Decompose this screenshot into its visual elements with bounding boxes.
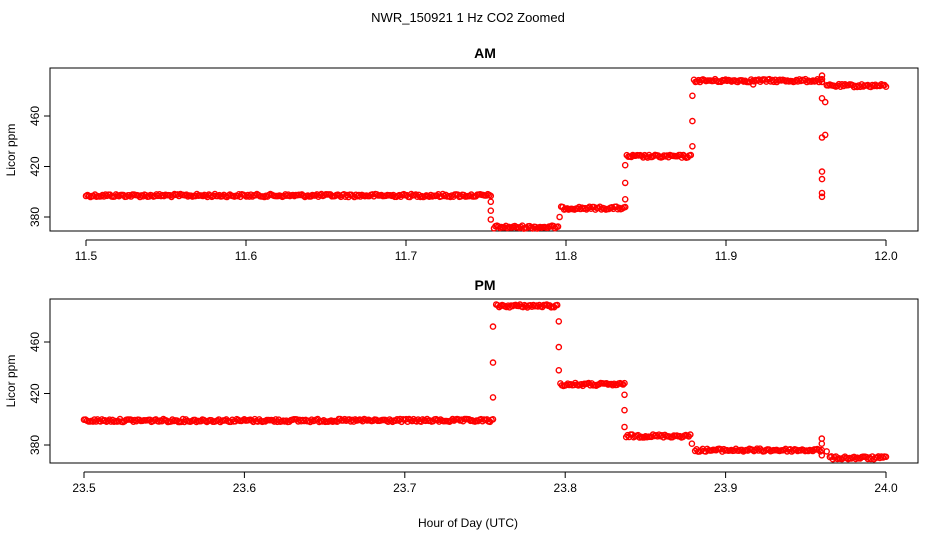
data-point (815, 446, 823, 454)
data-point (881, 81, 888, 89)
data-point (534, 303, 542, 310)
pm-x-tick-label: 24.0 (874, 481, 898, 495)
data-point (621, 203, 629, 211)
data-point (487, 192, 495, 200)
data-point (614, 205, 622, 213)
pm-x-tick-label: 23.8 (554, 481, 578, 495)
am-y-tick-label: 460 (28, 106, 42, 126)
data-point (489, 323, 497, 330)
data-point (687, 431, 694, 438)
data-point (621, 161, 629, 169)
data-point (749, 81, 757, 88)
am-panel: AM Licor ppm 11.5 11.6 11.7 11.8 11.9 12.0 380… (4, 45, 919, 263)
data-point (689, 92, 696, 100)
figure-title: NWR_150921 1 Hz CO2 Zoomed (371, 10, 565, 25)
data-point (449, 415, 456, 423)
data-point (489, 359, 497, 366)
pm-x-tick-label: 23.7 (393, 481, 417, 495)
data-point (556, 213, 563, 221)
am-x-tick-label: 11.8 (555, 249, 578, 263)
data-point (532, 223, 540, 231)
data-point (882, 83, 890, 90)
data-point (489, 394, 497, 401)
data-point (621, 391, 628, 399)
data-point (818, 440, 826, 448)
data-point (308, 416, 316, 424)
data-point (553, 301, 561, 309)
am-y-tick-label: 380 (28, 207, 42, 227)
am-data-points (82, 72, 890, 232)
am-x-tick-label: 11.5 (75, 249, 98, 263)
data-point (638, 152, 646, 160)
pm-y-tick-label: 460 (28, 332, 42, 352)
am-y-tick-label: 420 (28, 156, 42, 176)
data-point (487, 207, 495, 214)
data-point (621, 423, 628, 431)
am-x-tick-label: 11.9 (715, 249, 738, 263)
am-panel-title: AM (474, 45, 496, 61)
data-point (489, 415, 497, 423)
data-point (688, 440, 696, 448)
data-point (818, 75, 826, 83)
pm-x-tick-label: 23.5 (72, 481, 96, 495)
data-point (818, 78, 826, 86)
am-x-tick-label: 11.7 (395, 249, 418, 263)
data-point (689, 117, 696, 125)
pm-panel: PM Licor ppm 23.5 23.6 23.7 23.8 23.9 24.0 380… (4, 277, 919, 495)
am-x-tick-label: 11.6 (235, 249, 258, 263)
data-point (818, 451, 826, 459)
data-point (621, 195, 629, 203)
data-point (487, 198, 495, 206)
pm-panel-title: PM (475, 277, 496, 293)
data-point (818, 95, 826, 102)
am-x-tick-label: 12.0 (874, 249, 898, 263)
data-point (621, 179, 629, 187)
data-point (818, 72, 826, 79)
data-point (563, 381, 570, 389)
data-point (882, 453, 890, 461)
data-point (621, 406, 628, 414)
data-point (687, 151, 695, 159)
data-point (818, 189, 826, 197)
data-point (619, 381, 627, 388)
pm-y-tick-label: 380 (28, 435, 42, 455)
data-point (555, 366, 563, 374)
data-point (554, 223, 562, 230)
am-y-axis-title: Licor ppm (4, 124, 18, 177)
pm-x-tick-label: 23.6 (233, 481, 257, 495)
pm-y-tick-label: 420 (28, 383, 42, 403)
data-point (555, 343, 563, 351)
data-point (555, 318, 563, 325)
data-point (821, 131, 829, 139)
data-point (821, 98, 829, 106)
data-point (487, 216, 495, 223)
figure-x-axis-title: Hour of Day (UTC) (418, 516, 518, 530)
data-point (818, 193, 826, 201)
pm-y-axis-title: Licor ppm (4, 355, 18, 408)
data-point (621, 379, 628, 387)
data-point (823, 448, 831, 455)
pm-data-points (80, 301, 890, 463)
pm-plot-frame (49, 298, 919, 464)
am-plot-frame (49, 67, 919, 232)
data-point (818, 168, 826, 175)
pm-x-tick-label: 23.9 (714, 481, 738, 495)
data-point (689, 142, 696, 150)
data-point (563, 205, 571, 212)
data-point (818, 175, 826, 183)
